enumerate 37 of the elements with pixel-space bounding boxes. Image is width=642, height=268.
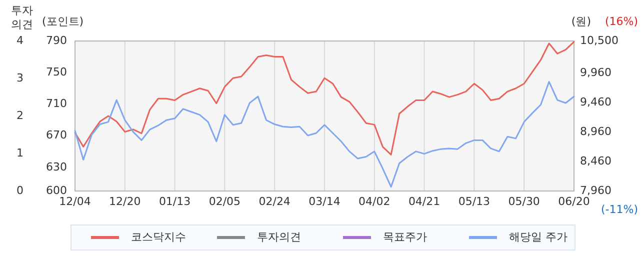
y-tick-label: 670	[46, 128, 67, 142]
y3-axis-title: 투자의견	[11, 4, 33, 31]
y-tick-label: 600	[46, 184, 67, 198]
y2-tick-label: 7,960	[580, 184, 612, 198]
y2-axis-title: (원)	[571, 15, 591, 28]
text: (-11%)	[600, 203, 638, 216]
y3-tick-label: 4	[16, 34, 24, 48]
x-tick-label: 02/05	[208, 195, 241, 208]
x-tick-label: 05/13	[458, 195, 490, 208]
y3-tick-label: 3	[16, 72, 24, 85]
x-tick-label: 12/20	[109, 195, 141, 208]
y3-tick-label: 2	[16, 109, 24, 122]
y-axis-title: (포인트)	[42, 15, 84, 28]
x-tick-label: 04/02	[358, 195, 390, 208]
y3-tick-label: 1	[16, 146, 24, 160]
x-tick-label: 06/20	[558, 195, 590, 208]
y2-tick-label: 9,460	[580, 95, 612, 108]
x-tick-label: 05/30	[508, 195, 540, 208]
legend-label: 목표주가	[383, 230, 427, 244]
y-tick-label: 790	[46, 34, 67, 48]
y2-tick-label: 8,960	[580, 124, 612, 138]
y2-tick-label: 9,960	[580, 66, 612, 79]
x-tick-label: 01/13	[158, 195, 191, 208]
x-tick-label: 04/21	[408, 195, 440, 208]
legend-label: 투자의견	[257, 230, 301, 244]
text: (16%)	[604, 15, 638, 28]
y2-tick-label: 10,500	[580, 34, 618, 48]
y2-tick-label: 8,460	[580, 154, 612, 168]
x-tick-label: 02/24	[258, 195, 290, 208]
legend-label: 해당일 주가	[509, 230, 568, 244]
y3-tick-label: 0	[16, 184, 24, 198]
legend-label: 코스닥지수	[131, 230, 186, 244]
y-tick-label: 710	[46, 97, 67, 110]
x-tick-label: 12/04	[59, 195, 91, 208]
y-tick-label: 750	[46, 66, 67, 79]
y-tick-label: 630	[46, 160, 67, 174]
x-tick-label: 03/14	[308, 195, 340, 208]
